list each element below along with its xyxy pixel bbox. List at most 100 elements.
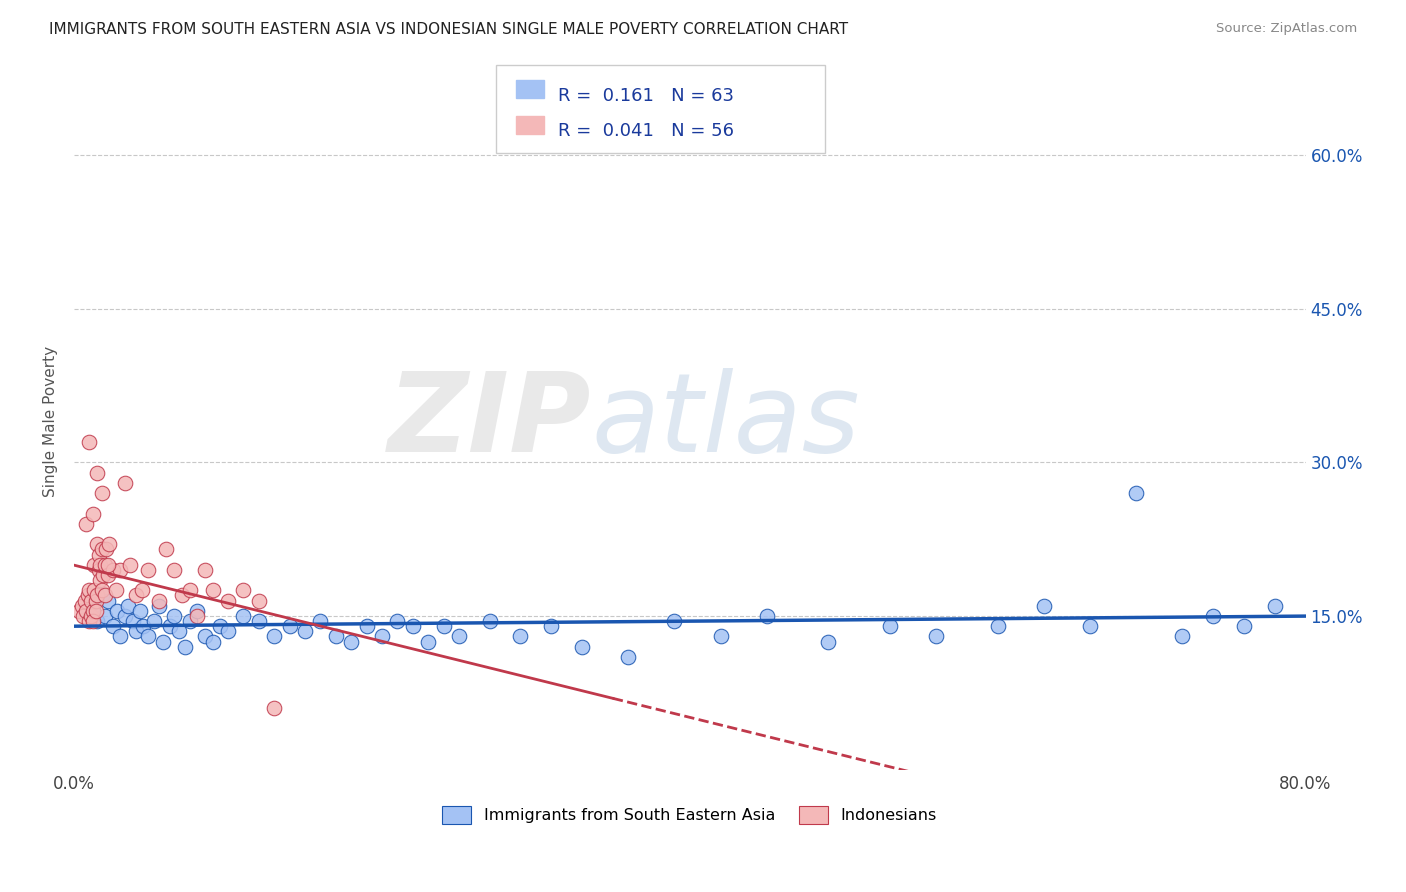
Point xyxy=(710,630,733,644)
Point xyxy=(91,568,114,582)
Point xyxy=(617,649,640,664)
Point xyxy=(447,630,470,644)
Point xyxy=(340,634,363,648)
Point xyxy=(232,609,254,624)
Point xyxy=(75,516,97,531)
Point xyxy=(117,599,139,613)
Text: Source: ZipAtlas.com: Source: ZipAtlas.com xyxy=(1216,22,1357,36)
Point xyxy=(1202,609,1225,624)
Point xyxy=(98,537,121,551)
Point xyxy=(509,630,531,644)
Point xyxy=(75,604,97,618)
Point xyxy=(387,614,409,628)
Point xyxy=(159,619,181,633)
Point xyxy=(1032,599,1054,613)
Point xyxy=(82,599,104,613)
Point xyxy=(67,604,90,618)
Point xyxy=(114,609,136,624)
Point xyxy=(94,558,117,572)
Point xyxy=(96,542,118,557)
Point xyxy=(77,589,100,603)
Point xyxy=(1264,599,1286,613)
Point xyxy=(263,701,285,715)
Point xyxy=(94,609,117,624)
Point xyxy=(664,614,686,628)
Point xyxy=(1125,486,1147,500)
Point xyxy=(155,542,177,557)
Point xyxy=(879,619,901,633)
Point xyxy=(80,593,103,607)
Point xyxy=(755,609,778,624)
Point xyxy=(201,583,224,598)
Point xyxy=(148,599,170,613)
Point xyxy=(402,619,425,633)
Point xyxy=(478,614,501,628)
Point xyxy=(152,634,174,648)
Point xyxy=(309,614,332,628)
Point xyxy=(131,583,153,598)
Point xyxy=(232,583,254,598)
Point xyxy=(170,589,193,603)
Point xyxy=(1078,619,1101,633)
Point xyxy=(179,583,201,598)
Point xyxy=(82,604,104,618)
Point xyxy=(105,604,128,618)
Point xyxy=(132,619,155,633)
Point xyxy=(356,619,378,633)
Point xyxy=(90,542,112,557)
Text: atlas: atlas xyxy=(592,368,860,475)
Point xyxy=(817,634,839,648)
Point xyxy=(1233,619,1256,633)
Point xyxy=(925,630,948,644)
Point xyxy=(432,619,454,633)
Point xyxy=(89,573,111,587)
Point xyxy=(84,604,107,618)
Point xyxy=(114,475,136,490)
Point xyxy=(179,614,201,628)
Point xyxy=(79,614,101,628)
Point xyxy=(325,630,347,644)
Point xyxy=(86,537,108,551)
Point xyxy=(97,558,120,572)
Point xyxy=(136,563,159,577)
Point xyxy=(110,630,132,644)
Point xyxy=(101,619,124,633)
Point xyxy=(104,583,127,598)
Point xyxy=(79,434,101,449)
Point xyxy=(174,640,197,654)
Point xyxy=(167,624,190,639)
Text: IMMIGRANTS FROM SOUTH EASTERN ASIA VS INDONESIAN SINGLE MALE POVERTY CORRELATION: IMMIGRANTS FROM SOUTH EASTERN ASIA VS IN… xyxy=(49,22,848,37)
Point xyxy=(82,507,104,521)
Point xyxy=(97,568,120,582)
Point xyxy=(80,609,103,624)
Point xyxy=(94,589,117,603)
Y-axis label: Single Male Poverty: Single Male Poverty xyxy=(44,346,58,497)
Point xyxy=(294,624,316,639)
Point xyxy=(371,630,394,644)
Point xyxy=(143,614,166,628)
Point xyxy=(87,548,110,562)
Point xyxy=(86,614,108,628)
Point xyxy=(87,563,110,577)
Point xyxy=(79,604,101,618)
Point xyxy=(571,640,593,654)
Point xyxy=(148,593,170,607)
Point xyxy=(540,619,562,633)
Point xyxy=(418,634,440,648)
Point xyxy=(90,486,112,500)
Point xyxy=(247,593,270,607)
Point xyxy=(209,619,232,633)
Point xyxy=(124,589,146,603)
Point xyxy=(83,558,105,572)
Point xyxy=(73,593,96,607)
Point xyxy=(129,604,152,618)
Point xyxy=(263,630,285,644)
Point xyxy=(163,609,186,624)
Point xyxy=(83,583,105,598)
Point xyxy=(118,558,141,572)
Point xyxy=(136,630,159,644)
Text: R =  0.041   N = 56: R = 0.041 N = 56 xyxy=(558,122,734,140)
Legend: Immigrants from South Eastern Asia, Indonesians: Immigrants from South Eastern Asia, Indo… xyxy=(443,805,938,824)
Point xyxy=(217,624,239,639)
Point xyxy=(72,609,94,624)
